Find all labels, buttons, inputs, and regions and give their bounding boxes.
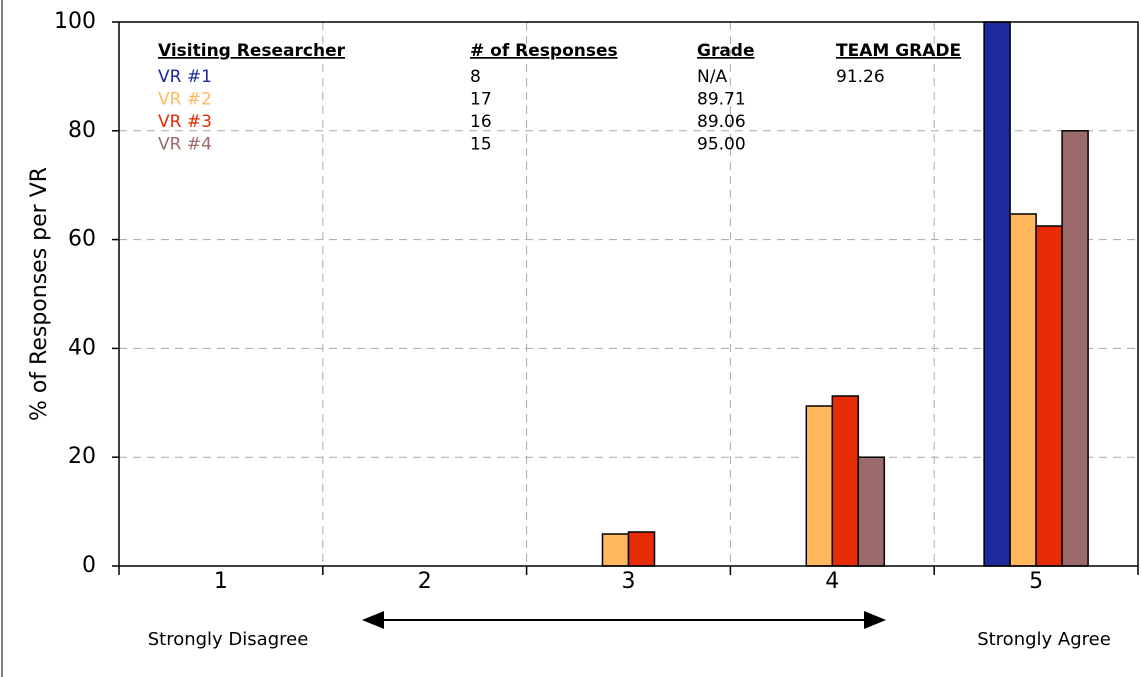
x-tick-label: 1 <box>214 569 228 594</box>
y-tick-label: 80 <box>68 118 96 143</box>
y-tick-label: 100 <box>54 9 96 34</box>
legend-responses: 17 <box>470 90 492 110</box>
legend-grade: 95.00 <box>697 135 746 155</box>
y-tick-label: 0 <box>82 553 96 578</box>
bar <box>1061 130 1089 567</box>
y-tick-label: 60 <box>68 227 96 252</box>
legend-header: Grade <box>697 41 755 61</box>
legend-header: # of Responses <box>470 41 618 61</box>
legend-responses: 8 <box>470 67 481 87</box>
bar <box>983 21 1011 567</box>
bars <box>601 21 1089 567</box>
legend-name: VR #2 <box>158 90 212 110</box>
bar <box>831 395 860 567</box>
arrow-head-left <box>362 611 384 629</box>
bar <box>627 531 656 567</box>
arrow-head-right <box>864 611 886 629</box>
legend-name: VR #4 <box>158 135 212 155</box>
y-axis-label: % of Responses per VR <box>27 167 52 421</box>
bar <box>1009 213 1037 567</box>
bar <box>857 456 886 567</box>
bar <box>805 405 834 567</box>
legend-name: VR #3 <box>158 112 212 132</box>
legend-grade: 89.06 <box>697 112 746 132</box>
bar <box>601 533 630 567</box>
x-tick-label: 5 <box>1029 569 1043 594</box>
y-tick-label: 20 <box>68 444 96 469</box>
legend-grade: 89.71 <box>697 90 746 110</box>
legend-responses: 16 <box>470 112 492 132</box>
legend-responses: 15 <box>470 135 492 155</box>
x-tick-label: 3 <box>622 569 636 594</box>
legend-grade: N/A <box>697 67 727 87</box>
x-tick-label: 2 <box>418 569 432 594</box>
legend-name: VR #1 <box>158 67 212 87</box>
legend-header: TEAM GRADE <box>836 41 961 61</box>
annotation-right: Strongly Agree <box>977 629 1111 650</box>
y-tick-label: 40 <box>68 335 96 360</box>
plot-frame <box>118 21 1139 567</box>
x-tick-label: 4 <box>825 569 839 594</box>
legend-header: Visiting Researcher <box>158 41 346 61</box>
bar <box>1035 225 1063 567</box>
team-grade: 91.26 <box>836 67 885 87</box>
grid <box>119 22 1138 566</box>
annotation-left: Strongly Disagree <box>148 629 309 650</box>
